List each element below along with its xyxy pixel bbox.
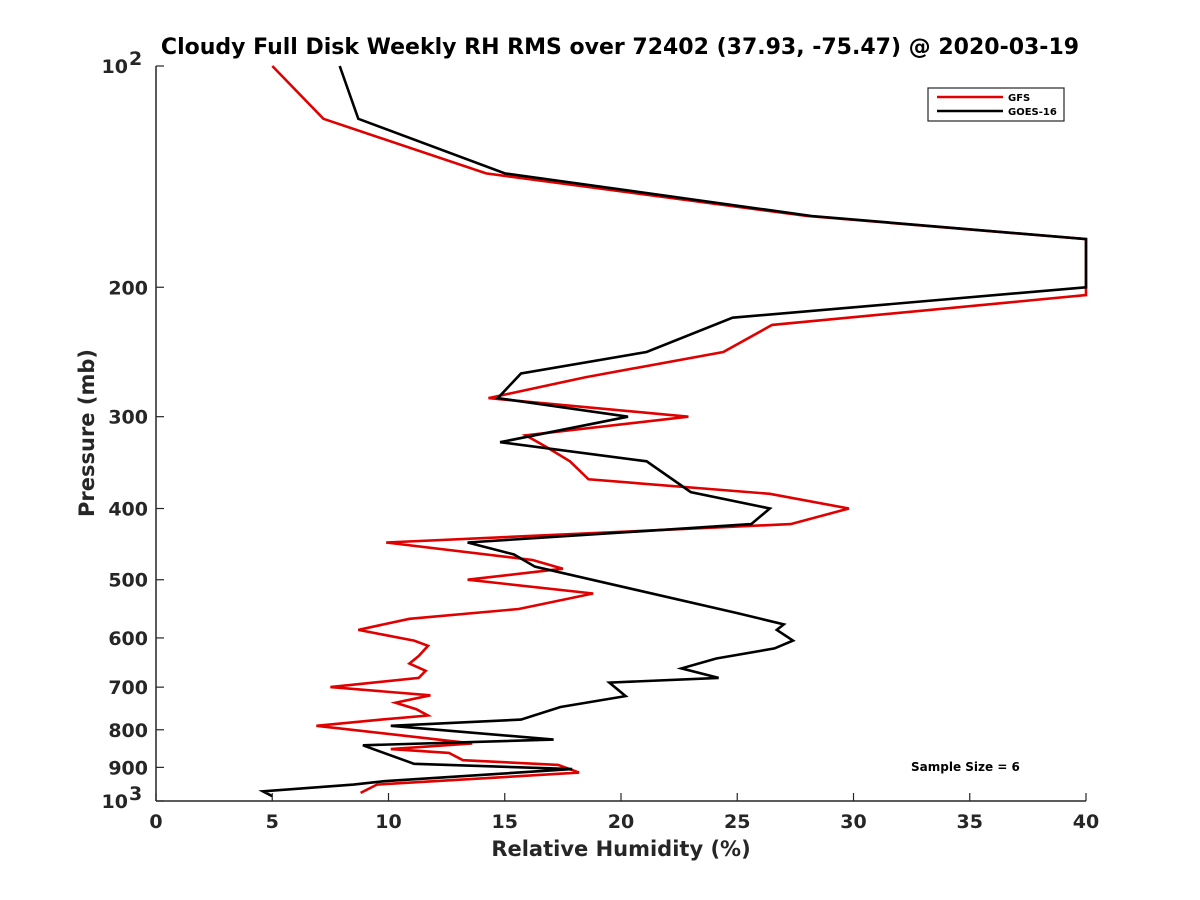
- y-tick-label: 10: [102, 791, 128, 813]
- y-tick-label: 700: [108, 677, 148, 699]
- x-tick-label: 0: [149, 811, 162, 833]
- y-tick-exponent: 3: [129, 783, 142, 805]
- sample-size-annotation: Sample Size = 6: [911, 760, 1020, 774]
- y-tick-label: 300: [108, 407, 148, 429]
- legend-label-goes16: GOES-16: [1008, 107, 1057, 118]
- series-line-goes16: [258, 65, 1088, 798]
- y-tick-label: 10: [102, 56, 128, 78]
- x-tick-label: 40: [1073, 811, 1099, 833]
- x-tick-label: 20: [608, 811, 634, 833]
- x-tick-label: 10: [375, 811, 401, 833]
- legend: GFS GOES-16: [927, 87, 1065, 122]
- y-axis-label: Pressure (mb): [75, 349, 99, 517]
- y-tick-exponent: 2: [129, 48, 142, 70]
- plot-lines: [258, 65, 1088, 798]
- x-tick-label: 35: [957, 811, 983, 833]
- x-tick-label: 5: [266, 811, 279, 833]
- series-line-gfs: [271, 65, 1088, 795]
- y-tick-label: 400: [108, 499, 148, 521]
- y-tick-label: 600: [108, 628, 148, 650]
- chart-title: Cloudy Full Disk Weekly RH RMS over 7240…: [161, 35, 1079, 60]
- y-tick-label: 900: [108, 757, 148, 779]
- y-tick-label: 200: [108, 277, 148, 299]
- x-ticks: 0 5 10 15 20 25 30 35 40: [149, 793, 1099, 833]
- x-tick-label: 25: [724, 811, 750, 833]
- y-tick-label: 500: [108, 570, 148, 592]
- y-tick-label: 800: [108, 720, 148, 742]
- legend-box: [927, 87, 1065, 122]
- x-axis-label: Relative Humidity (%): [491, 837, 750, 861]
- x-tick-label: 30: [840, 811, 866, 833]
- legend-label-gfs: GFS: [1008, 93, 1030, 104]
- x-tick-label: 15: [492, 811, 518, 833]
